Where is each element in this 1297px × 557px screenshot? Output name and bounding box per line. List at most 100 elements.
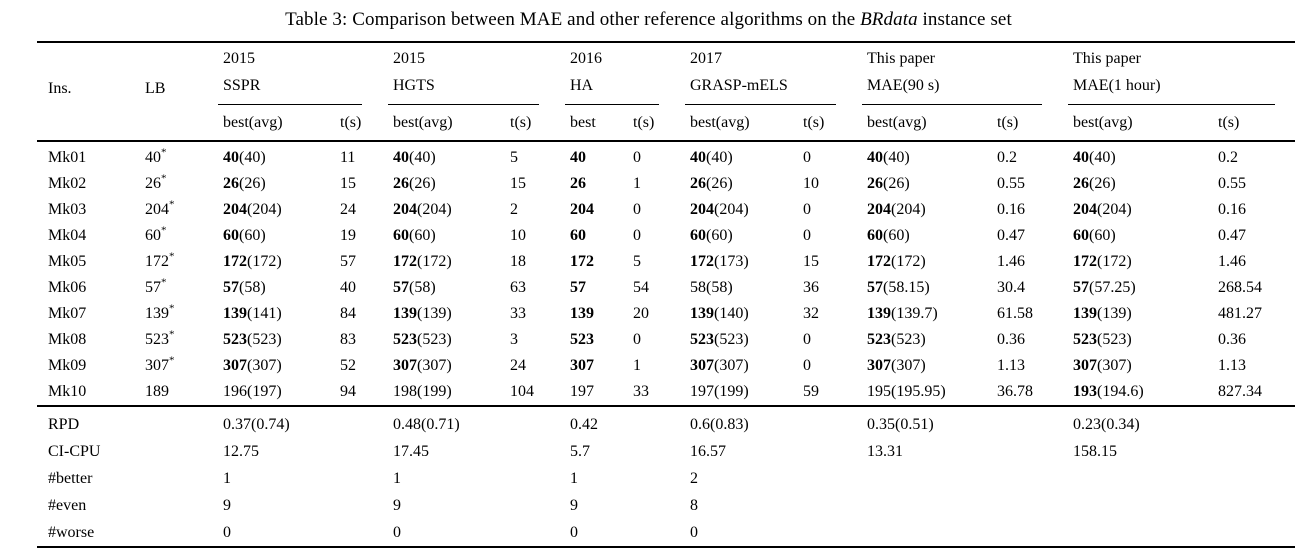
avg-value: (60) — [409, 227, 436, 244]
row-label-mk05: Mk05 — [48, 253, 87, 270]
avg-value: (139) — [417, 305, 452, 322]
mae-90-s-best-header: best(avg) — [856, 105, 987, 142]
best-value: 40 — [570, 149, 586, 166]
grasp-mels-time-header: t(s) — [792, 105, 857, 142]
mk04-sspr-best: 60(60) — [212, 223, 329, 249]
summary-ci-cpu-mae-1-hour: 158.15 — [1073, 443, 1118, 460]
mae-90-s-time-header: t(s) — [986, 105, 1063, 142]
avg-value: (40) — [883, 149, 910, 166]
best-value: 172 — [570, 253, 594, 270]
best-value: 40 — [1073, 149, 1090, 166]
lb-mk01: 40* — [134, 141, 212, 171]
avg-value: (204) — [1097, 201, 1132, 218]
best-value: 26 — [867, 175, 884, 192]
best-value: 307 — [1073, 357, 1098, 374]
best-value: 57 — [570, 279, 586, 296]
avg-value: (140) — [714, 305, 749, 322]
mk10-sspr-time: 94 — [340, 383, 356, 400]
summary-worse-sspr: 0 — [223, 524, 231, 541]
table-row: Mk08 523* 523(523) 83 523(523) 3 523 0 523(523) 0… — [37, 327, 1295, 353]
avg-value: (26) — [239, 175, 266, 192]
summary-better-grasp-mels: 2 — [690, 470, 698, 487]
mk07-mae-1-hour-time: 481.27 — [1218, 305, 1263, 322]
lb-value: 60 — [145, 227, 161, 244]
mk04-sspr-time: 19 — [340, 227, 356, 244]
mk09-sspr-best: 307(307) — [212, 353, 329, 379]
avg-value: (60) — [1089, 227, 1116, 244]
mk07-grasp-mels-time: 32 — [803, 305, 819, 322]
avg-value: (204) — [714, 201, 749, 218]
mk03-sspr-best: 204(204) — [212, 197, 329, 223]
group-algorithm-label: GRASP-mELS — [690, 77, 788, 94]
mk09-hgts-best: 307(307) — [382, 353, 499, 379]
summary-spacer — [134, 492, 212, 519]
mk02-ha-time: 1 — [633, 175, 641, 192]
mk05-mae-90-s-time: 1.46 — [997, 253, 1026, 270]
summary-even-hgts: 9 — [393, 497, 401, 514]
lb-mk10: 189 — [134, 379, 212, 406]
best-value: 204 — [393, 201, 417, 218]
mk05-sspr-best: 172(172) — [212, 249, 329, 275]
avg-value: (173) — [714, 253, 749, 270]
avg-value: (58) — [409, 279, 436, 296]
avg-value: (199) — [714, 383, 749, 400]
mk06-hgts-best: 57(58) — [382, 275, 499, 301]
lb-mk08: 523* — [134, 327, 212, 353]
best-value: 60 — [393, 227, 409, 244]
table-body: Mk01 40* 40(40) 11 40(40) 5 40 0 40(40) 0 40(40) 0.… — [37, 141, 1295, 406]
ha-best-header: best — [559, 105, 622, 142]
group-underline: 2015 HGTS — [388, 45, 539, 105]
avg-value: (26) — [1089, 175, 1116, 192]
avg-value: (172) — [417, 253, 452, 270]
best-value: 172 — [690, 253, 714, 270]
mk06-ha-time: 54 — [633, 279, 649, 296]
ha-time-header: t(s) — [622, 105, 679, 142]
avg-value: (40) — [239, 149, 266, 166]
table-caption: Table 3: Comparison between MAE and othe… — [0, 0, 1297, 31]
optimal-star: * — [161, 276, 167, 289]
avg-value: (172) — [247, 253, 282, 270]
mk10-hgts-best: 198(199) — [382, 379, 499, 406]
mk05-mae-90-s-best: 172(172) — [856, 249, 986, 275]
group-header-mae-90-s: This paper MAE(90 s) — [856, 41, 1063, 105]
mk07-ha-time: 20 — [633, 305, 649, 322]
mk09-ha-best: 307 — [559, 353, 622, 379]
mk03-hgts-time: 2 — [510, 201, 518, 218]
best-value: 197 — [570, 383, 594, 400]
mk09-mae-90-s-time: 1.13 — [997, 357, 1026, 374]
row-label-mk07: Mk07 — [48, 305, 87, 322]
mk02-mae-1-hour-best: 26(26) — [1062, 171, 1207, 197]
avg-value: (197) — [247, 383, 282, 400]
mk07-ha-best: 139 — [559, 301, 622, 327]
mk07-grasp-mels-best: 139(140) — [679, 301, 792, 327]
avg-value: (141) — [247, 305, 282, 322]
avg-value: (40) — [409, 149, 436, 166]
mk04-ha-best: 60 — [559, 223, 622, 249]
mk01-mae-90-s-time: 0.2 — [997, 149, 1018, 166]
summary-rpd-ha: 0.42 — [559, 405, 679, 438]
mk09-ha-time: 1 — [633, 357, 641, 374]
mk09-mae-90-s-best: 307(307) — [856, 353, 986, 379]
mk04-grasp-mels-time: 0 — [803, 227, 811, 244]
summary-ci-cpu-grasp-mels: 16.57 — [690, 443, 726, 460]
lb-value: 57 — [145, 279, 161, 296]
best-value: 204 — [690, 201, 714, 218]
avg-value: (57.25) — [1089, 279, 1136, 296]
group-algorithm-label: SSPR — [223, 77, 261, 94]
best-value: 204 — [1073, 201, 1098, 218]
mk03-ha-best: 204 — [559, 197, 622, 223]
mk08-grasp-mels-best: 523(523) — [679, 327, 792, 353]
row-label-mk03: Mk03 — [48, 201, 87, 218]
mk04-mae-90-s-best: 60(60) — [856, 223, 986, 249]
summary-worse-hgts: 0 — [393, 524, 401, 541]
row-label-mk08: Mk08 — [48, 331, 87, 348]
mk02-grasp-mels-best: 26(26) — [679, 171, 792, 197]
mk05-hgts-best: 172(172) — [382, 249, 499, 275]
table-row: Mk05 172* 172(172) 57 172(172) 18 172 5 172(173)… — [37, 249, 1295, 275]
mk01-grasp-mels-time: 0 — [803, 149, 811, 166]
lb-mk03: 204* — [134, 197, 212, 223]
mk02-mae-90-s-best: 26(26) — [856, 171, 986, 197]
summary-row: #even 9 9 9 8 — [37, 492, 1295, 519]
best-value: 204 — [223, 201, 247, 218]
mk07-mae-90-s-best: 139(139.7) — [856, 301, 986, 327]
